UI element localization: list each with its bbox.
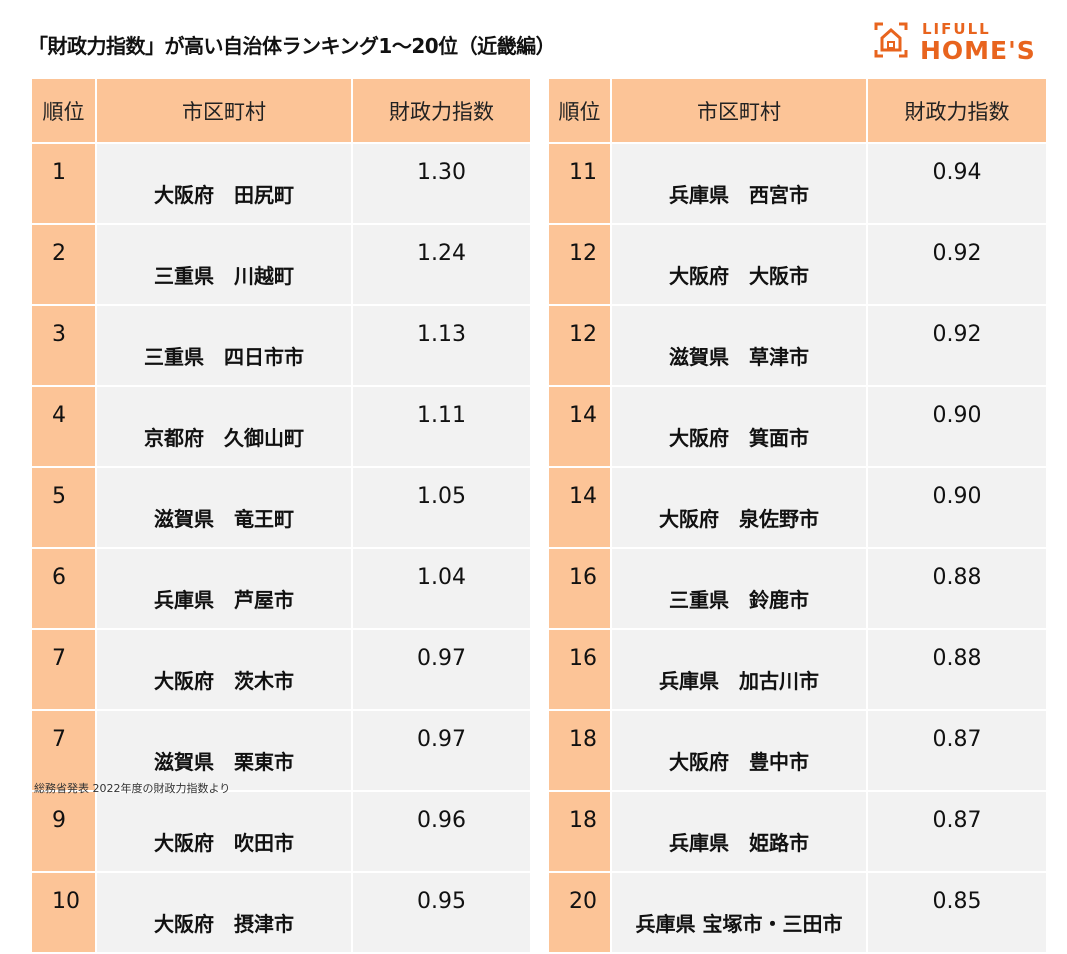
table-row: 16 兵庫県 加古川市 0.88 (547, 628, 1048, 711)
header-name: 市区町村 (610, 77, 868, 144)
rank-cell: 6 (30, 547, 97, 630)
value-cell: 0.87 (866, 709, 1048, 792)
header-rank: 順位 (30, 77, 97, 144)
name-cell: 三重県 四日市市 (95, 304, 353, 387)
table-row: 2 三重県 川越町 1.24 (30, 223, 532, 306)
table-row: 18 兵庫県 姫路市 0.87 (547, 790, 1048, 873)
value-cell: 0.94 (866, 142, 1048, 225)
table-row: 14 大阪府 箕面市 0.90 (547, 385, 1048, 468)
table-row: 9 大阪府 吹田市 0.96 (30, 790, 532, 873)
header-rank: 順位 (547, 77, 612, 144)
table-row: 20 兵庫県 宝塚市・三田市 0.85 (547, 871, 1048, 954)
name-cell: 滋賀県 草津市 (610, 304, 868, 387)
rank-cell: 18 (547, 790, 612, 873)
rank-cell: 3 (30, 304, 97, 387)
table-row: 5 滋賀県 竜王町 1.05 (30, 466, 532, 549)
rank-cell: 9 (30, 790, 97, 873)
rank-cell: 20 (547, 871, 612, 954)
value-cell: 1.04 (351, 547, 532, 630)
page-title: 「財政力指数」が高い自治体ランキング1～20位（近畿編） (28, 34, 556, 58)
rank-cell: 14 (547, 466, 612, 549)
rank-cell: 7 (30, 709, 97, 792)
ranking-table-left: 順位 市区町村 財政力指数 1 大阪府 田尻町 1.30 2 三重県 川越町 1.24 3 三… (30, 77, 532, 954)
source-note: 総務省発表 2022年度の財政力指数より (34, 782, 231, 795)
value-cell: 0.87 (866, 790, 1048, 873)
value-cell: 0.85 (866, 871, 1048, 954)
value-cell: 1.24 (351, 223, 532, 306)
header-value: 財政力指数 (351, 77, 532, 144)
table-row: 4 京都府 久御山町 1.11 (30, 385, 532, 468)
name-cell: 兵庫県 西宮市 (610, 142, 868, 225)
rank-cell: 11 (547, 142, 612, 225)
rank-cell: 5 (30, 466, 97, 549)
value-cell: 0.90 (866, 385, 1048, 468)
table-row: 18 大阪府 豊中市 0.87 (547, 709, 1048, 792)
rank-cell: 4 (30, 385, 97, 468)
value-cell: 0.95 (351, 871, 532, 954)
value-cell: 1.13 (351, 304, 532, 387)
table-row: 7 大阪府 茨木市 0.97 (30, 628, 532, 711)
value-cell: 0.96 (351, 790, 532, 873)
table-row: 3 三重県 四日市市 1.13 (30, 304, 532, 387)
name-cell: 大阪府 豊中市 (610, 709, 868, 792)
table-row: 14 大阪府 泉佐野市 0.90 (547, 466, 1048, 549)
logo-line2: HOME'S (920, 36, 1036, 65)
rank-cell: 12 (547, 223, 612, 306)
rank-cell: 1 (30, 142, 97, 225)
house-icon (874, 22, 908, 58)
value-cell: 0.97 (351, 628, 532, 711)
value-cell: 0.92 (866, 304, 1048, 387)
value-cell: 1.11 (351, 385, 532, 468)
table-row: 11 兵庫県 西宮市 0.94 (547, 142, 1048, 225)
name-cell: 大阪府 泉佐野市 (610, 466, 868, 549)
table-row: 12 大阪府 大阪市 0.92 (547, 223, 1048, 306)
rank-cell: 12 (547, 304, 612, 387)
rank-cell: 14 (547, 385, 612, 468)
name-cell: 滋賀県 竜王町 (95, 466, 353, 549)
value-cell: 0.88 (866, 547, 1048, 630)
name-cell: 三重県 川越町 (95, 223, 353, 306)
name-cell: 大阪府 箕面市 (610, 385, 868, 468)
table-row: 1 大阪府 田尻町 1.30 (30, 142, 532, 225)
name-cell: 大阪府 吹田市 (95, 790, 353, 873)
name-cell: 滋賀県 栗東市 (95, 709, 353, 792)
value-cell: 1.05 (351, 466, 532, 549)
name-cell: 兵庫県 宝塚市・三田市 (610, 871, 868, 954)
name-cell: 大阪府 茨木市 (95, 628, 353, 711)
table-row: 6 兵庫県 芦屋市 1.04 (30, 547, 532, 630)
rank-cell: 16 (547, 547, 612, 630)
header-value: 財政力指数 (866, 77, 1048, 144)
name-cell: 三重県 鈴鹿市 (610, 547, 868, 630)
value-cell: 0.88 (866, 628, 1048, 711)
value-cell: 1.30 (351, 142, 532, 225)
value-cell: 0.92 (866, 223, 1048, 306)
rank-cell: 16 (547, 628, 612, 711)
table-row: 10 大阪府 摂津市 0.95 (30, 871, 532, 954)
rank-cell: 2 (30, 223, 97, 306)
lifull-homes-logo: LIFULL HOME'S (872, 20, 1047, 65)
name-cell: 大阪府 田尻町 (95, 142, 353, 225)
name-cell: 兵庫県 芦屋市 (95, 547, 353, 630)
name-cell: 兵庫県 姫路市 (610, 790, 868, 873)
logo-line1: LIFULL (922, 20, 991, 38)
name-cell: 大阪府 大阪市 (610, 223, 868, 306)
rank-cell: 7 (30, 628, 97, 711)
header-name: 市区町村 (95, 77, 353, 144)
table-row: 7 滋賀県 栗東市 0.97 (30, 709, 532, 792)
name-cell: 京都府 久御山町 (95, 385, 353, 468)
rank-cell: 18 (547, 709, 612, 792)
name-cell: 兵庫県 加古川市 (610, 628, 868, 711)
ranking-table-right: 順位 市区町村 財政力指数 11 兵庫県 西宮市 0.94 12 大阪府 大阪市 0.92… (547, 77, 1048, 954)
table-row: 12 滋賀県 草津市 0.92 (547, 304, 1048, 387)
name-cell: 大阪府 摂津市 (95, 871, 353, 954)
table-row: 16 三重県 鈴鹿市 0.88 (547, 547, 1048, 630)
value-cell: 0.90 (866, 466, 1048, 549)
value-cell: 0.97 (351, 709, 532, 792)
rank-cell: 10 (30, 871, 97, 954)
